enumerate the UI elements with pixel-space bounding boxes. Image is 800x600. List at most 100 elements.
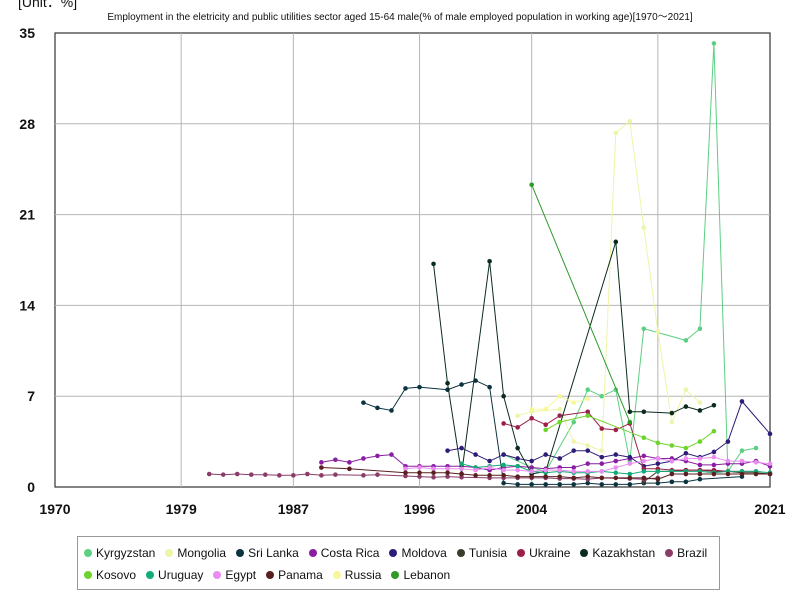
data-point-costa-rica <box>711 462 717 468</box>
data-point-ukraine <box>543 422 548 428</box>
data-point-sri-lanka <box>487 384 492 390</box>
data-point-costa-rica <box>319 460 324 465</box>
data-point-kosovo <box>641 435 647 441</box>
data-point-egypt <box>487 465 492 470</box>
legend-label: Moldova <box>401 546 447 560</box>
data-point-costa-rica <box>333 457 338 463</box>
data-point-kyrgyzstan <box>571 419 577 425</box>
data-point-egypt <box>403 466 408 472</box>
data-point-mongolia <box>557 406 563 412</box>
data-point-ukraine <box>515 425 520 430</box>
data-point-sri-lanka <box>403 386 408 391</box>
data-point-costa-rica <box>389 452 394 457</box>
legend-label: Ukraine <box>529 546 571 560</box>
data-point-sri-lanka <box>501 480 506 486</box>
legend-row: Kosovo Uruguay Egypt Panama Russia Lebanon <box>84 564 719 586</box>
legend-row: Kyrgyzstan Mongolia Sri Lanka Costa Rica Mol… <box>84 542 719 564</box>
data-point-sri-lanka <box>571 482 577 487</box>
legend-marker-icon <box>665 549 674 557</box>
data-point-brazil <box>234 471 240 477</box>
data-point-brazil <box>417 474 422 479</box>
data-point-egypt <box>585 469 591 474</box>
chart-title: Employment in the eletricity and public … <box>107 12 693 23</box>
data-point-kazakhstan <box>431 261 436 267</box>
data-point-costa-rica <box>585 461 591 466</box>
data-point-mongolia <box>627 118 633 124</box>
x-tick-label: 2013 <box>642 501 673 517</box>
data-point-sri-lanka <box>557 482 563 487</box>
data-point-ukraine <box>613 427 619 433</box>
legend-label: Mongolia <box>177 546 227 560</box>
data-point-mongolia <box>655 329 661 334</box>
legend-item: Kazakhstan <box>580 546 655 560</box>
data-point-panama <box>571 475 577 481</box>
data-point-kosovo <box>669 443 675 448</box>
legend-label: Russia <box>344 568 382 582</box>
legend-label: Brazil <box>677 546 708 560</box>
legend-item: Costa Rica <box>308 546 379 560</box>
data-point-panama <box>347 466 352 472</box>
data-point-uruguay <box>501 462 506 468</box>
data-point-kosovo <box>697 439 703 444</box>
data-point-kazakhstan <box>501 393 506 399</box>
series-line-ukraine <box>503 411 756 472</box>
data-point-kyrgyzstan <box>683 338 689 343</box>
data-point-moldova <box>767 431 773 437</box>
data-point-uruguay <box>641 469 647 474</box>
data-point-panama <box>459 471 464 477</box>
data-point-mongolia <box>669 419 675 425</box>
data-point-panama <box>557 474 563 479</box>
legend-item: Brazil <box>665 546 707 560</box>
data-point-ukraine <box>501 421 506 426</box>
data-point-kazakhstan <box>641 409 647 415</box>
data-point-kazakhstan <box>487 258 492 264</box>
data-point-moldova <box>515 456 520 461</box>
legend-marker-icon <box>236 549 245 557</box>
data-point-sri-lanka <box>655 480 661 486</box>
legend-item: Tunisia <box>456 546 507 560</box>
data-point-panama <box>711 471 717 477</box>
data-point-kazakhstan <box>669 410 675 416</box>
data-point-egypt <box>641 458 647 464</box>
legend-item: Mongolia <box>165 546 226 560</box>
data-point-panama <box>753 471 759 477</box>
data-point-egypt <box>767 461 773 466</box>
data-point-moldova <box>473 452 478 457</box>
legend-item: Moldova <box>389 546 447 560</box>
x-tick-label: 1987 <box>278 501 309 517</box>
legend-marker-icon <box>84 549 92 557</box>
data-point-mongolia <box>683 387 689 393</box>
data-point-brazil <box>206 471 212 477</box>
data-point-kazakhstan <box>683 404 689 409</box>
data-point-moldova <box>739 399 745 404</box>
data-point-panama <box>417 470 422 476</box>
series-line-lebanon <box>531 184 631 423</box>
data-point-kyrgyzstan <box>697 326 703 332</box>
legend-marker-icon <box>308 549 317 557</box>
data-point-brazil <box>248 472 254 477</box>
data-point-brazil <box>375 472 380 477</box>
data-point-egypt <box>473 467 478 473</box>
data-point-panama <box>487 473 492 478</box>
data-point-mongolia <box>613 130 619 136</box>
data-point-kosovo <box>557 419 563 425</box>
data-point-panama <box>431 470 436 476</box>
legend-item: Kosovo <box>84 568 136 582</box>
legend-marker-icon <box>391 571 400 579</box>
data-point-panama <box>501 473 506 478</box>
data-point-brazil <box>319 473 324 478</box>
data-point-moldova <box>599 454 605 460</box>
data-point-kyrgyzstan <box>641 326 647 332</box>
data-point-egypt <box>697 456 703 461</box>
data-point-uruguay <box>515 463 520 469</box>
data-point-sri-lanka <box>599 482 605 487</box>
data-point-egypt <box>557 467 563 473</box>
legend-marker-icon <box>456 549 465 557</box>
data-point-panama <box>403 470 408 476</box>
data-point-panama <box>529 474 534 479</box>
data-point-sri-lanka <box>669 479 675 485</box>
legend-marker-icon <box>165 549 174 557</box>
data-point-kyrgyzstan <box>585 387 591 393</box>
data-point-brazil <box>277 473 282 478</box>
